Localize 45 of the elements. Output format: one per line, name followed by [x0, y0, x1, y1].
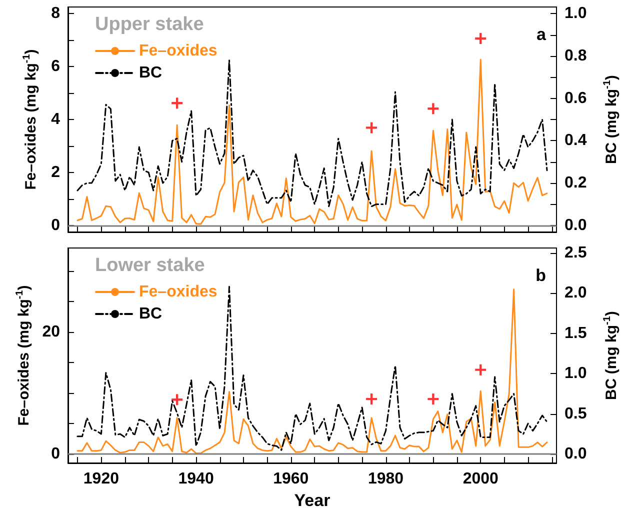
y2-tick-label: 0.5: [564, 405, 587, 422]
y2-tick-label: 0.4: [564, 132, 587, 150]
x-tick-label: 1960: [273, 470, 309, 488]
y-axis-title: Fe–oxides (mg kg-1): [14, 285, 32, 426]
point: [172, 98, 183, 109]
legend-label: BC: [139, 306, 163, 322]
y-tick-label: 0: [51, 445, 60, 462]
x-tick-label: 1980: [368, 470, 404, 488]
x-tick-label: 1940: [178, 470, 214, 488]
point: [366, 394, 378, 405]
y2-tick-label: 2.0: [564, 284, 587, 302]
y2-tick-label: 0.6: [564, 90, 587, 107]
y-axis-title: Fe–oxides (mg kg-1): [22, 49, 40, 190]
y-tick-label: 20: [42, 324, 60, 341]
x-tick-label: 2000: [462, 470, 499, 488]
chart-title: Upper stake: [95, 14, 204, 35]
x-axis-title: Year: [294, 490, 331, 510]
annotation: a: [536, 25, 547, 44]
x-tick-label: 1920: [83, 470, 120, 488]
y-tick-label: 2: [51, 164, 60, 181]
y2-axis-title: BC (mg kg-1): [602, 75, 620, 164]
y-tick-label: 0: [51, 216, 60, 234]
point: [428, 394, 439, 405]
y2-tick-label: 0.0: [564, 446, 587, 463]
point: [366, 122, 378, 134]
point: [475, 33, 486, 44]
y2-tick-label: 0.8: [564, 47, 587, 64]
y2-tick-label: 1.0: [564, 5, 587, 22]
y-tick-label: 8: [51, 5, 60, 22]
y2-tick-label: 0.2: [564, 174, 587, 192]
y2-axis-title: BC (mg kg-1): [602, 311, 620, 400]
y-tick-label: 4: [51, 111, 60, 128]
y2-tick-label: 1.5: [564, 324, 587, 342]
legend-label: Fe–oxides: [139, 42, 218, 60]
point: [172, 394, 183, 406]
y2-tick-label: 2.5: [564, 244, 587, 262]
legend-label: Fe–oxides: [139, 284, 218, 300]
y-tick-label: 6: [51, 58, 60, 76]
chart-title: Lower stake: [95, 255, 205, 276]
y2-tick-label: 0.0: [564, 216, 587, 234]
annotation: b: [536, 266, 546, 285]
point: [475, 364, 486, 376]
legend-label: BC: [139, 64, 163, 82]
point: [428, 103, 439, 114]
y2-tick-label: 1.0: [564, 365, 587, 382]
